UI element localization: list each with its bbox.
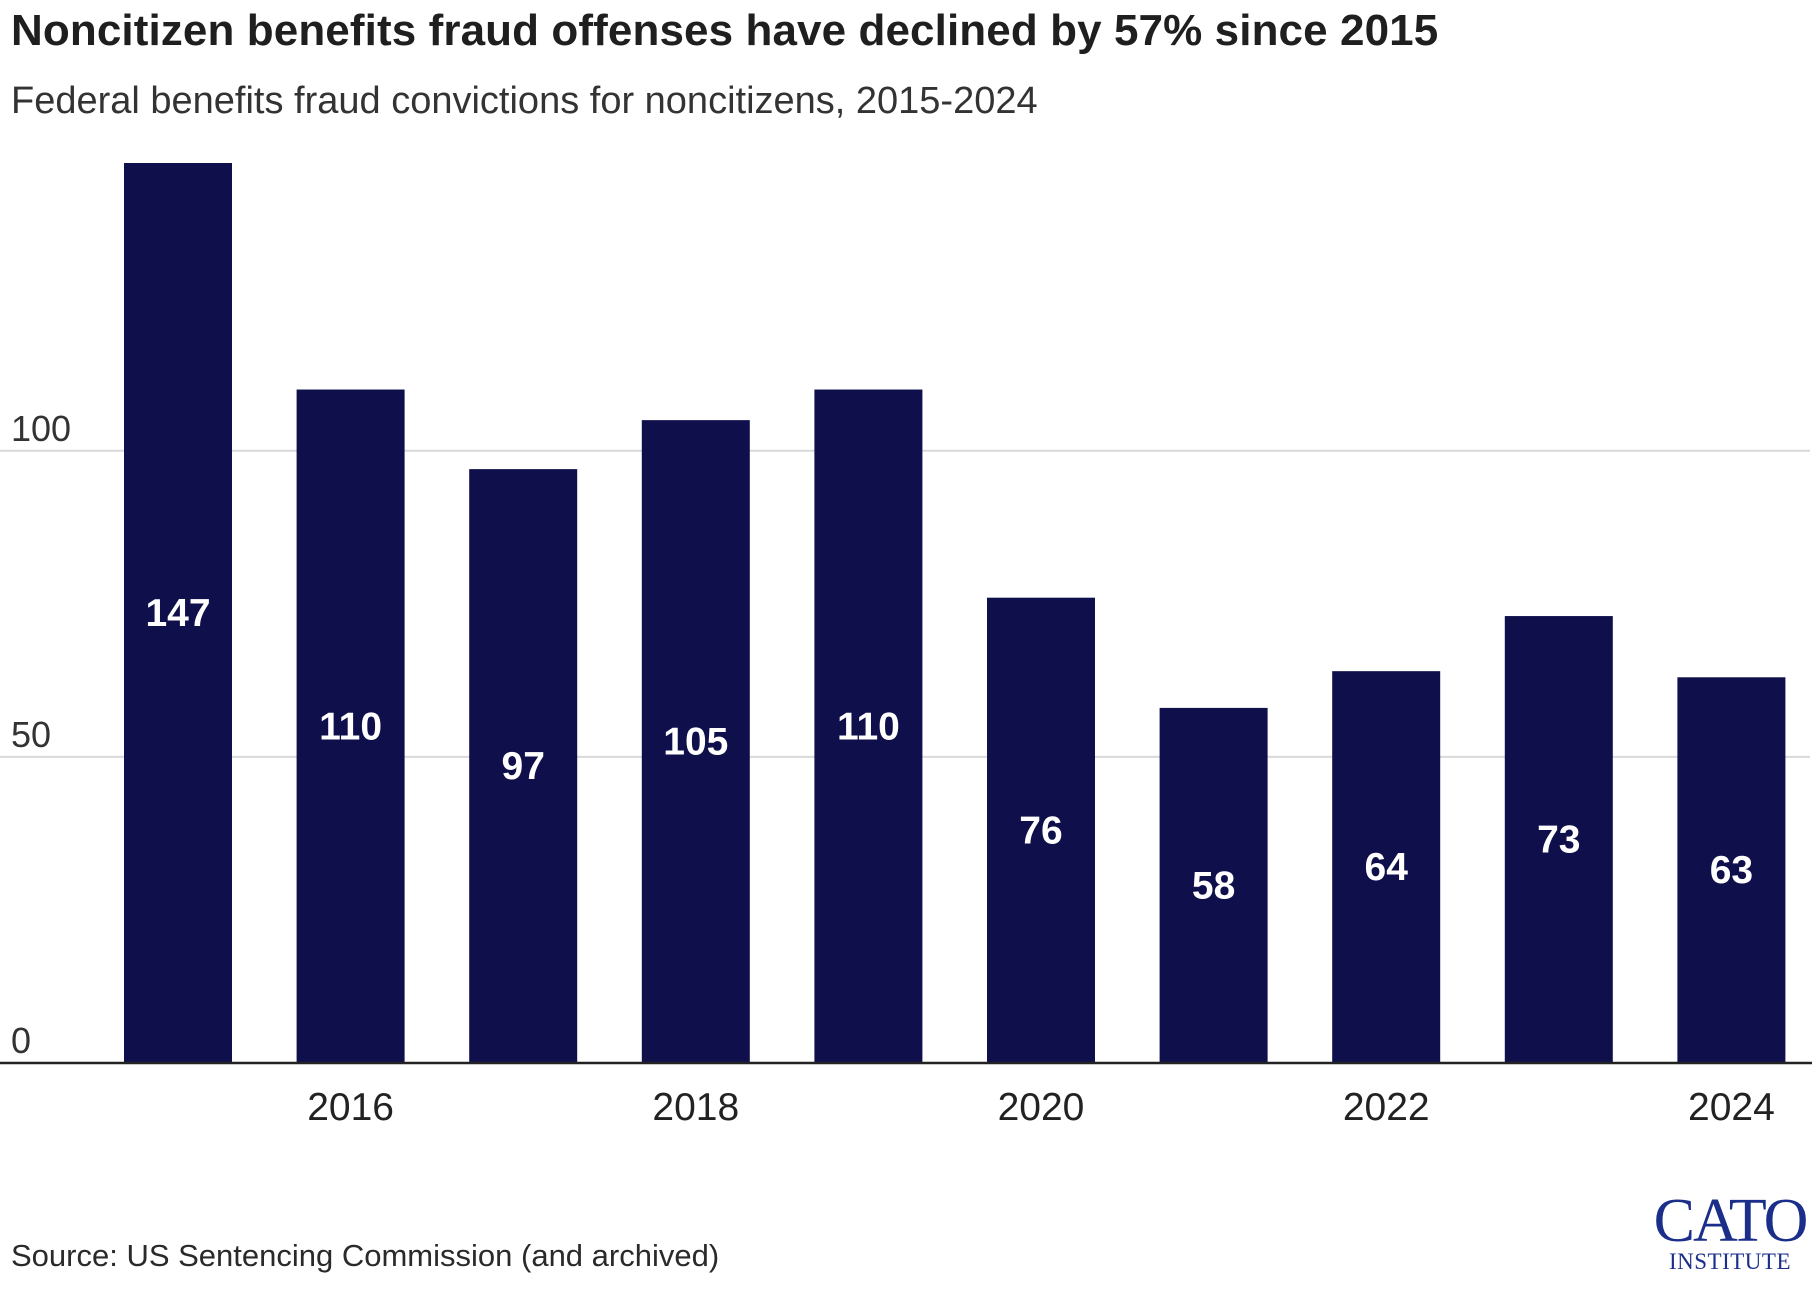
bar-value-label: 105: [663, 721, 728, 764]
bar-2017: [469, 469, 578, 1063]
bar-2023: [1504, 616, 1613, 1063]
bar-2024: [1677, 677, 1786, 1063]
bar-value-label: 110: [319, 705, 382, 748]
bar-2016: [296, 389, 405, 1063]
x-tick-label: 2022: [1343, 1086, 1430, 1129]
x-tick-label: 2024: [1688, 1086, 1775, 1129]
y-tick-label: 100: [11, 408, 71, 449]
bar-value-labels: 147 110 97 105 110 76 58 64 73 63: [145, 592, 1753, 907]
bar-value-label: 63: [1710, 849, 1753, 892]
logo-sub-text: INSTITUTE: [1668, 1249, 1792, 1274]
y-tick-label: 0: [11, 1020, 31, 1061]
chart-title: Noncitizen benefits fraud offenses have …: [11, 6, 1439, 55]
bar-2022: [1332, 671, 1441, 1063]
x-axis-tick-labels: 2016 2018 2020 2022 2024: [307, 1086, 1775, 1129]
x-tick-label: 2016: [307, 1086, 394, 1129]
bar-value-label: 73: [1537, 819, 1580, 862]
bar-value-label: 64: [1365, 846, 1409, 889]
bar-2020: [987, 597, 1095, 1063]
y-axis-tick-labels: 0 50 100: [11, 408, 71, 1061]
bar-2018: [641, 420, 750, 1064]
bar-value-label: 110: [837, 705, 900, 748]
bar-value-label: 97: [502, 745, 545, 788]
cato-institute-logo: CATO INSTITUTE: [1650, 1187, 1810, 1287]
source-note: Source: US Sentencing Commission (and ar…: [11, 1238, 720, 1273]
bar-2019: [814, 389, 923, 1063]
bar-value-label: 147: [145, 592, 210, 635]
bar-value-label: 58: [1192, 864, 1235, 907]
chart-subtitle: Federal benefits fraud convictions for n…: [11, 80, 1038, 122]
bars: [124, 163, 1786, 1064]
x-tick-label: 2020: [998, 1086, 1085, 1129]
x-tick-label: 2018: [652, 1086, 739, 1129]
bar-2021: [1159, 707, 1268, 1063]
logo-main-text: CATO: [1653, 1187, 1809, 1255]
bar-2015: [124, 163, 232, 1063]
bar-value-label: 76: [1019, 809, 1062, 852]
y-tick-label: 50: [11, 714, 51, 755]
